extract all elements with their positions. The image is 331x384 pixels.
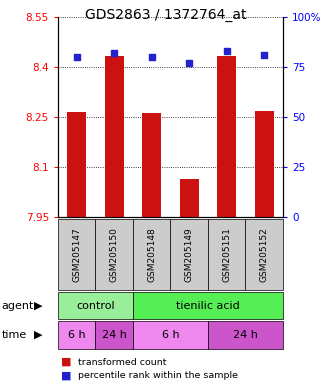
Text: 24 h: 24 h (102, 330, 127, 340)
Text: 6 h: 6 h (162, 330, 179, 340)
Point (187, 60, 192, 66)
Text: 24 h: 24 h (233, 330, 258, 340)
Text: time: time (2, 330, 27, 340)
Text: control: control (76, 301, 115, 311)
Point (261, 52, 267, 58)
Text: ▶: ▶ (34, 330, 42, 340)
Text: transformed count: transformed count (78, 358, 166, 367)
Text: agent: agent (2, 301, 34, 311)
Text: ■: ■ (61, 371, 72, 381)
Text: GSM205151: GSM205151 (222, 227, 231, 282)
Text: tienilic acid: tienilic acid (176, 301, 240, 311)
Text: GSM205150: GSM205150 (110, 227, 119, 282)
Text: 6 h: 6 h (68, 330, 85, 340)
Point (112, 50, 117, 56)
Point (149, 54, 154, 60)
Bar (180, 179, 199, 217)
Text: GDS2863 / 1372764_at: GDS2863 / 1372764_at (85, 8, 246, 22)
Text: GSM205148: GSM205148 (147, 227, 156, 282)
Text: ■: ■ (61, 357, 72, 367)
Bar (217, 56, 236, 217)
Point (74, 54, 79, 60)
Bar (142, 113, 161, 217)
Text: GSM205149: GSM205149 (185, 227, 194, 282)
Point (224, 48, 229, 54)
Text: GSM205152: GSM205152 (260, 227, 269, 282)
Text: GSM205147: GSM205147 (72, 227, 81, 282)
Text: ▶: ▶ (34, 301, 42, 311)
Bar (67, 112, 86, 217)
Bar (255, 111, 274, 217)
Text: percentile rank within the sample: percentile rank within the sample (78, 371, 238, 380)
Bar (105, 56, 123, 217)
